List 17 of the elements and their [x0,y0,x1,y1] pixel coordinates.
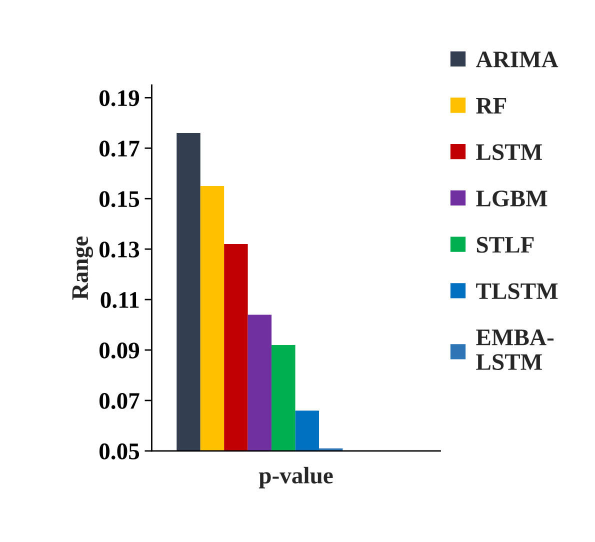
y-tick-label: 0.05 [100,443,140,460]
y-tick-label: 0.19 [100,90,140,106]
legend-label: RF [476,98,506,114]
legend-label: ARIMA [476,52,558,68]
legend-label: TLSTM [476,283,558,300]
y-tick-label: 0.17 [100,140,140,157]
y-tick-label: 0.09 [100,342,140,359]
legend-label: LSTM [476,144,542,160]
y-axis-title: Range [72,236,94,300]
y-tick-label: 0.07 [100,392,140,410]
y-tick-label: 0.11 [100,292,139,308]
legend-label: STLF [476,236,534,253]
y-tick-label: 0.15 [100,191,140,208]
legend-label: EMBA-LSTM [476,330,554,370]
legend-label: LGBM [476,190,548,206]
y-tick-label: 0.13 [100,242,140,258]
x-axis-title: p-value [258,466,333,488]
